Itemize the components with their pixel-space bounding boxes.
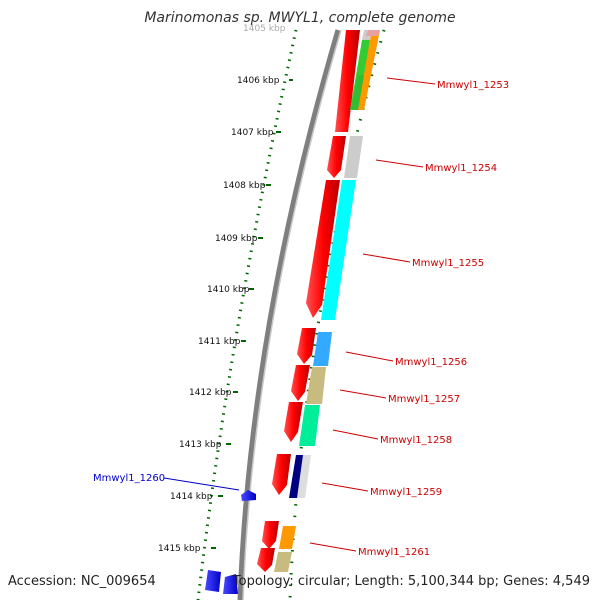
ruler-labels: 1405 kbp 1406 kbp 1407 kbp 1408 kbp 1409… [158,24,286,554]
reverse-strand-genes[interactable] [205,490,256,594]
ruler-label: 1409 kbp [215,234,258,244]
gene-label-1254[interactable]: Mmwyl1_1254 [425,163,497,174]
gene-arrow-1258[interactable] [284,402,303,442]
ruler-label: 1405 kbp [243,24,286,34]
gene-label-1260[interactable]: Mmwyl1_1260 [93,473,165,484]
outer-tick-arc [288,29,386,600]
gene-arrow-reverse-b[interactable] [223,574,238,594]
ruler-label: 1413 kbp [179,440,222,450]
ruler-label: 1414 kbp [170,492,213,502]
gene-labels[interactable]: Mmwyl1_1253 Mmwyl1_1254 Mmwyl1_1255 Mmwy… [93,80,509,558]
ruler-label: 1410 kbp [207,285,250,295]
gene-label-1256[interactable]: Mmwyl1_1256 [395,357,467,368]
gene-arrow-1256[interactable] [297,328,316,364]
cog-color-bands [274,30,380,572]
forward-strand-genes[interactable] [257,30,360,572]
ruler-label: 1412 kbp [189,388,232,398]
gene-arrow-1257[interactable] [291,365,310,401]
topology-label: Topology: circular; Length: 5,100,344 bp… [232,574,590,589]
ruler-label: 1406 kbp [237,76,280,86]
genome-backbone [237,29,341,600]
map-title: Marinomonas sp. MWYL1, complete genome [144,10,456,26]
gene-arrow-1261b[interactable] [257,548,275,572]
ruler-label: 1407 kbp [231,128,274,138]
gene-label-1257[interactable]: Mmwyl1_1257 [388,394,460,405]
ruler-ticks [211,79,293,549]
gene-arrow-1253[interactable] [335,30,360,132]
genome-backbone-highlight [242,29,342,600]
gene-arrow-1254[interactable] [327,136,346,178]
label-leaders [163,77,436,552]
ruler-label: 1411 kbp [198,337,241,347]
gene-arrow-1260[interactable] [241,490,256,501]
ruler-label: 1408 kbp [223,181,266,191]
gene-label-1255[interactable]: Mmwyl1_1255 [412,258,484,269]
gene-arrow-1255[interactable] [306,180,340,318]
gene-label-1253[interactable]: Mmwyl1_1253 [437,80,509,91]
gene-label-1259[interactable]: Mmwyl1_1259 [370,487,442,498]
accession-label: Accession: NC_009654 [8,574,156,589]
gene-arrow-1259[interactable] [272,454,291,495]
gene-label-1258[interactable]: Mmwyl1_1258 [380,435,452,446]
gene-arrow-reverse-a[interactable] [205,570,221,592]
ruler-label: 1415 kbp [158,544,201,554]
gene-arrow-1261a[interactable] [262,521,279,549]
gene-label-1261[interactable]: Mmwyl1_1261 [358,547,430,558]
